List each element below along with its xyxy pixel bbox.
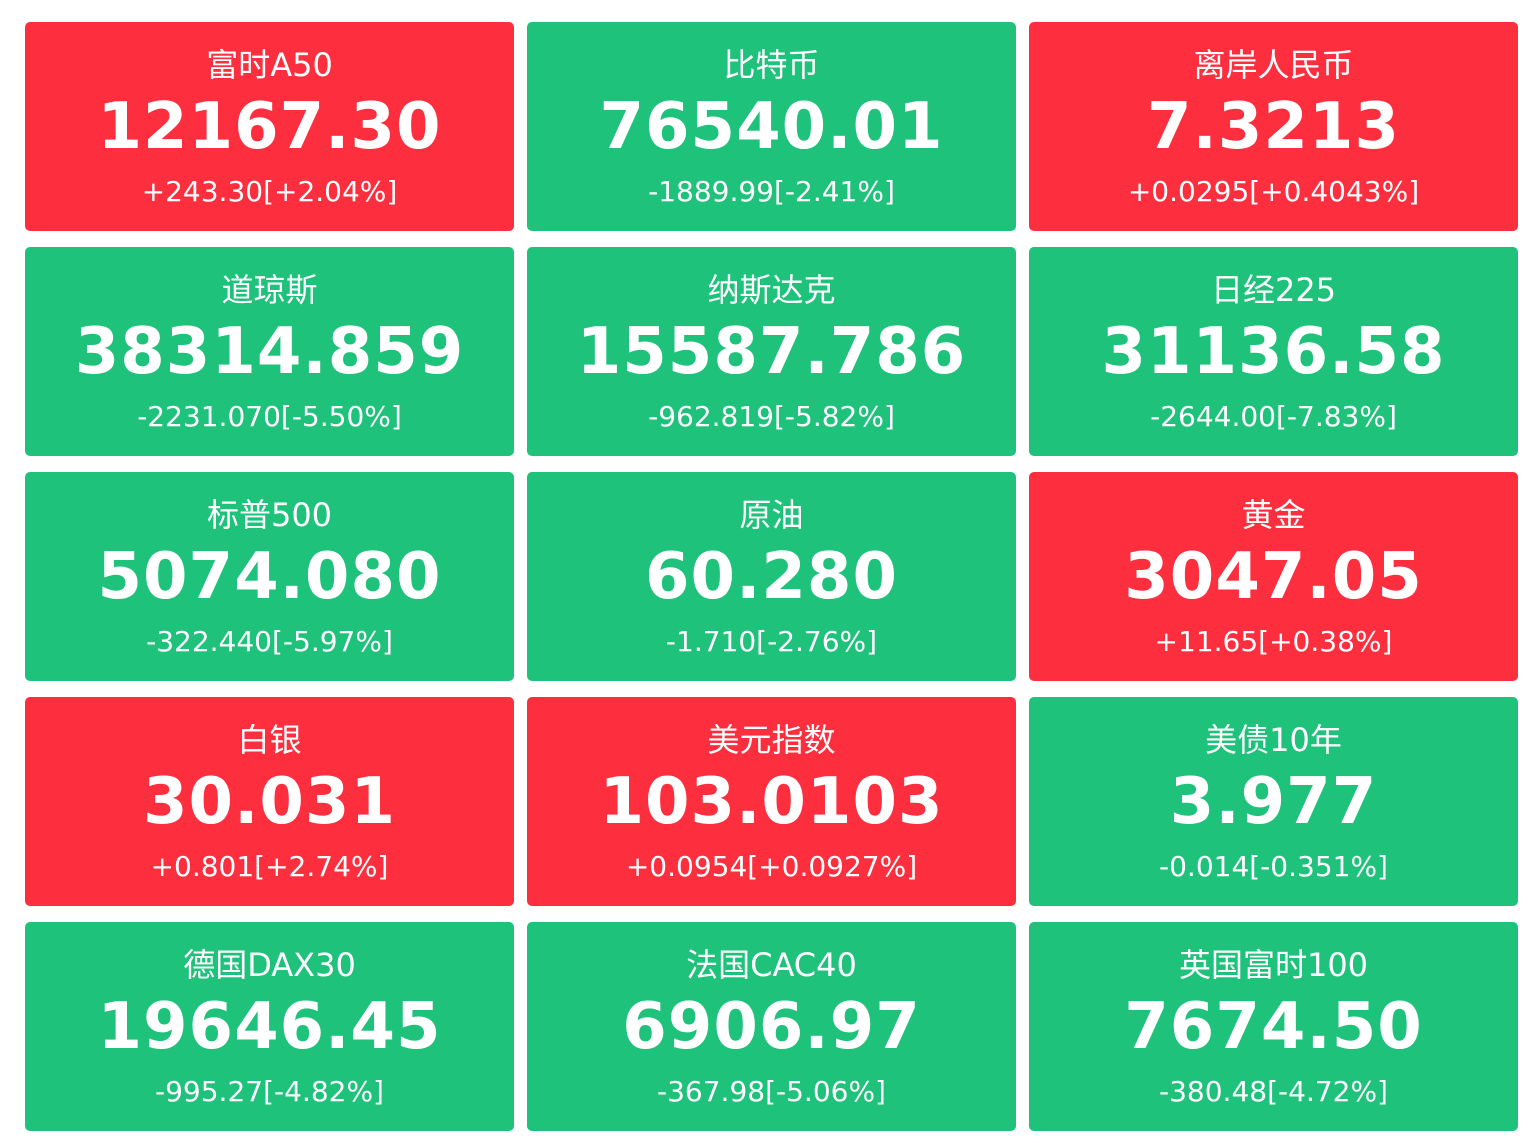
quote-price: 76540.01 bbox=[599, 90, 944, 164]
quote-change: -322.440[-5.97%] bbox=[146, 625, 393, 658]
quote-price: 15587.786 bbox=[576, 315, 967, 389]
quote-price: 103.0103 bbox=[599, 765, 944, 839]
quote-name: 日经225 bbox=[1210, 271, 1337, 309]
quote-card-crude-oil[interactable]: 原油 60.280 -1.710[-2.76%] bbox=[527, 472, 1016, 681]
quote-change: +11.65[+0.38%] bbox=[1154, 625, 1393, 658]
quote-card-gold[interactable]: 黄金 3047.05 +11.65[+0.38%] bbox=[1029, 472, 1518, 681]
quote-card-dax30[interactable]: 德国DAX30 19646.45 -995.27[-4.82%] bbox=[25, 922, 514, 1131]
quote-card-cac40[interactable]: 法国CAC40 6906.97 -367.98[-5.06%] bbox=[527, 922, 1016, 1131]
quote-change: +0.0954[+0.0927%] bbox=[625, 850, 918, 883]
quote-name: 黄金 bbox=[1241, 496, 1306, 534]
quote-change: -0.014[-0.351%] bbox=[1159, 850, 1388, 883]
quote-price: 5074.080 bbox=[97, 540, 442, 614]
quote-change: -995.27[-4.82%] bbox=[155, 1075, 384, 1108]
quote-card-sp500[interactable]: 标普500 5074.080 -322.440[-5.97%] bbox=[25, 472, 514, 681]
quote-change: -2231.070[-5.50%] bbox=[137, 400, 402, 433]
quote-change: +243.30[+2.04%] bbox=[141, 175, 398, 208]
quote-card-dollar-index[interactable]: 美元指数 103.0103 +0.0954[+0.0927%] bbox=[527, 697, 1016, 906]
quote-change: -380.48[-4.72%] bbox=[1159, 1075, 1388, 1108]
quote-name: 道琼斯 bbox=[221, 271, 318, 309]
quote-card-nasdaq[interactable]: 纳斯达克 15587.786 -962.819[-5.82%] bbox=[527, 247, 1016, 456]
quote-card-ftse-a50[interactable]: 富时A50 12167.30 +243.30[+2.04%] bbox=[25, 22, 514, 231]
quote-change: -2644.00[-7.83%] bbox=[1150, 400, 1397, 433]
quote-card-us-10y-treasury[interactable]: 美债10年 3.977 -0.014[-0.351%] bbox=[1029, 697, 1518, 906]
quote-name: 美债10年 bbox=[1205, 721, 1342, 759]
quote-price: 60.280 bbox=[645, 540, 898, 614]
quote-price: 6906.97 bbox=[622, 990, 921, 1064]
quote-name: 德国DAX30 bbox=[183, 946, 356, 984]
quote-price: 3047.05 bbox=[1124, 540, 1423, 614]
market-quote-grid: 富时A50 12167.30 +243.30[+2.04%] 比特币 76540… bbox=[25, 22, 1518, 1131]
quote-price: 7674.50 bbox=[1124, 990, 1423, 1064]
quote-change: -1.710[-2.76%] bbox=[665, 625, 878, 658]
quote-price: 30.031 bbox=[143, 765, 396, 839]
quote-name: 美元指数 bbox=[707, 721, 836, 759]
quote-card-nikkei-225[interactable]: 日经225 31136.58 -2644.00[-7.83%] bbox=[1029, 247, 1518, 456]
quote-name: 纳斯达克 bbox=[707, 271, 836, 309]
quote-name: 离岸人民币 bbox=[1193, 46, 1354, 84]
quote-price: 3.977 bbox=[1169, 765, 1378, 839]
quote-card-ftse-100[interactable]: 英国富时100 7674.50 -380.48[-4.72%] bbox=[1029, 922, 1518, 1131]
quote-change: +0.801[+2.74%] bbox=[150, 850, 389, 883]
quote-price: 7.3213 bbox=[1147, 90, 1400, 164]
quote-card-bitcoin[interactable]: 比特币 76540.01 -1889.99[-2.41%] bbox=[527, 22, 1016, 231]
quote-name: 英国富时100 bbox=[1178, 946, 1369, 984]
quote-name: 白银 bbox=[237, 721, 302, 759]
quote-card-offshore-rmb[interactable]: 离岸人民币 7.3213 +0.0295[+0.4043%] bbox=[1029, 22, 1518, 231]
quote-name: 富时A50 bbox=[206, 46, 333, 84]
quote-price: 19646.45 bbox=[97, 990, 442, 1064]
quote-price: 38314.859 bbox=[74, 315, 465, 389]
quote-name: 比特币 bbox=[723, 46, 820, 84]
quote-price: 12167.30 bbox=[97, 90, 442, 164]
quote-change: -367.98[-5.06%] bbox=[657, 1075, 886, 1108]
quote-name: 标普500 bbox=[206, 496, 333, 534]
quote-card-silver[interactable]: 白银 30.031 +0.801[+2.74%] bbox=[25, 697, 514, 906]
quote-change: -962.819[-5.82%] bbox=[648, 400, 895, 433]
quote-change: -1889.99[-2.41%] bbox=[648, 175, 895, 208]
quote-price: 31136.58 bbox=[1101, 315, 1446, 389]
quote-name: 原油 bbox=[739, 496, 804, 534]
quote-name: 法国CAC40 bbox=[686, 946, 857, 984]
quote-change: +0.0295[+0.4043%] bbox=[1127, 175, 1420, 208]
quote-card-dow-jones[interactable]: 道琼斯 38314.859 -2231.070[-5.50%] bbox=[25, 247, 514, 456]
